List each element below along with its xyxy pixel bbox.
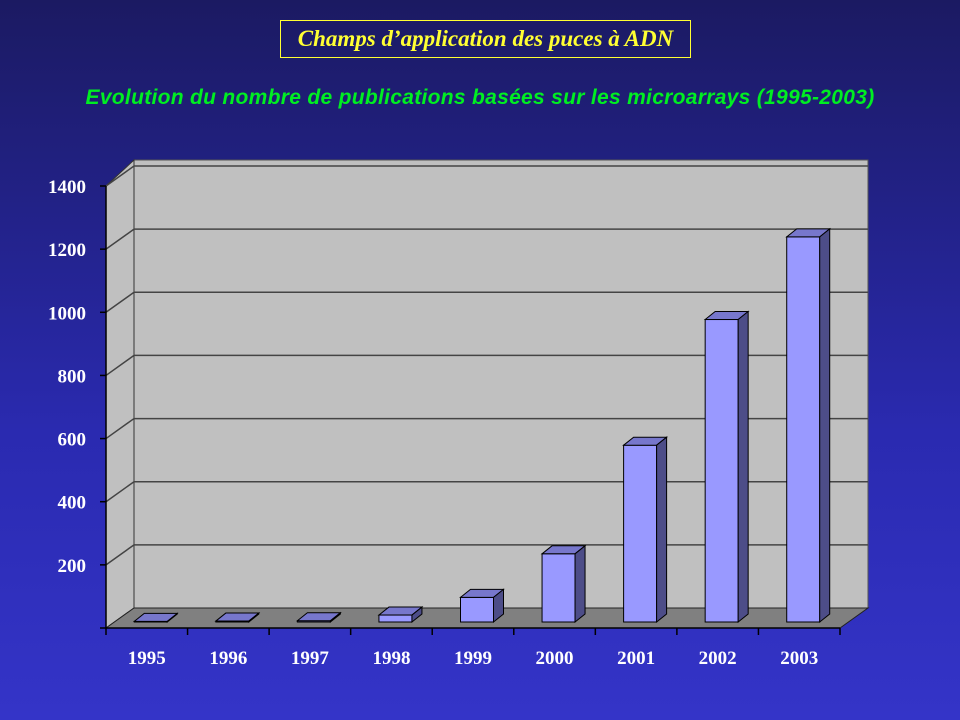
bar-side	[737, 310, 749, 624]
x-tick-label: 1997	[291, 648, 330, 669]
gridline	[105, 417, 868, 440]
x-tick-label: 1995	[128, 648, 166, 669]
y-tick-label: 1400	[48, 177, 86, 198]
y-tick-label: 600	[58, 430, 87, 451]
bar-2002	[703, 310, 750, 624]
bar-1999	[459, 588, 505, 624]
bar-1996	[214, 612, 261, 624]
x-tick-label: 1999	[454, 648, 492, 669]
gridline	[105, 354, 868, 377]
x-tick-label: 2000	[536, 648, 574, 669]
bar-side	[248, 612, 260, 624]
bar-front	[623, 444, 658, 623]
bar-side	[493, 588, 504, 624]
bar-2003	[785, 227, 832, 624]
bar-side	[574, 544, 586, 624]
x-tick-label: 1996	[209, 648, 247, 669]
bar-side	[411, 606, 423, 624]
y-tick-label: 200	[58, 556, 87, 577]
bar-front	[541, 553, 576, 623]
y-tick-label: 1200	[48, 240, 86, 261]
bar-2000	[540, 544, 587, 624]
bar-side	[656, 436, 668, 624]
bar-side	[329, 611, 341, 624]
bar-2001	[622, 436, 669, 624]
gridline	[105, 165, 868, 187]
bar-front	[378, 614, 413, 623]
side-wall	[105, 158, 135, 629]
gridline	[105, 291, 868, 313]
bar-1998	[377, 606, 424, 624]
bar-1997	[295, 611, 342, 624]
bar-front	[704, 319, 739, 623]
bar-front	[786, 236, 821, 623]
bar-1995	[132, 612, 179, 624]
slide-title: Champs d’application des puces à ADN	[280, 20, 691, 58]
bar-side	[166, 612, 178, 624]
y-tick-label: 400	[58, 493, 87, 514]
y-tick-label: 800	[58, 366, 87, 387]
gridline	[105, 228, 868, 250]
x-tick-label: 2003	[780, 648, 818, 669]
bar-side	[819, 227, 831, 624]
back-wall	[133, 159, 869, 609]
x-tick-label: 2001	[617, 648, 655, 669]
y-tick-label: 1000	[48, 303, 86, 324]
x-tick-label: 2002	[699, 648, 737, 669]
chart-subtitle: Evolution du nombre de publications basé…	[85, 86, 875, 109]
bar-front	[460, 596, 494, 623]
x-tick-label: 1998	[372, 648, 410, 669]
